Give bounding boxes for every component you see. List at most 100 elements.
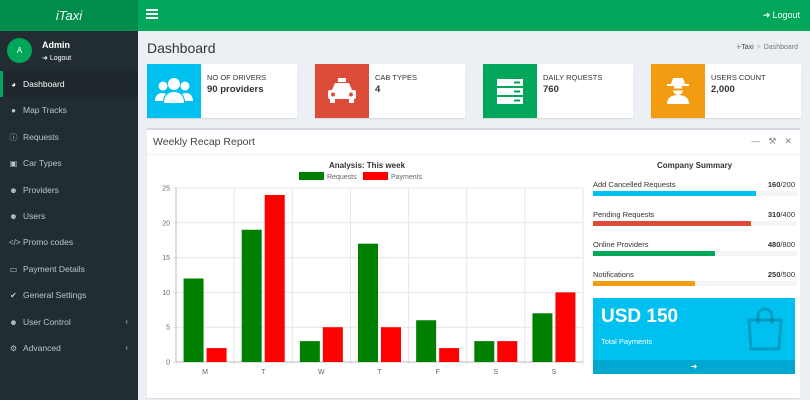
- y-tick-label: 0: [166, 360, 170, 367]
- legend-swatch: [363, 172, 388, 180]
- user-logout-link[interactable]: ➜ Logout: [42, 55, 72, 62]
- sidebar-item-label: Requests: [23, 131, 59, 142]
- top-logout-label: Logout: [772, 10, 800, 20]
- progress-label: Pending Requests: [593, 210, 655, 219]
- user-name: Admin: [42, 40, 70, 50]
- credit-card-icon: ▭: [9, 264, 18, 274]
- sidebar-item-label: Promo codes: [23, 237, 74, 248]
- y-tick-label: 20: [162, 220, 170, 227]
- progress-bar: [593, 221, 752, 226]
- minus-icon[interactable]: —: [751, 136, 761, 146]
- progress-number: 310/400: [767, 210, 795, 219]
- sidebar-item-payment-details[interactable]: ▭ Payment Details: [0, 256, 138, 282]
- breadcrumb: i-Taxi > Dashboard: [737, 44, 798, 51]
- legend-swatch: [299, 172, 324, 180]
- info-box-label: DAILY RQUESTS: [543, 73, 603, 82]
- x-tick-label: T: [377, 369, 382, 376]
- info-box-label: USERS COUNT: [711, 73, 766, 82]
- progress-bar: [593, 191, 757, 196]
- info-box-users-count: USERS COUNT 2,000: [651, 64, 801, 118]
- sidebar-item-label: Car Types: [23, 158, 62, 169]
- progress-number: 250/500: [767, 270, 795, 279]
- sidebar-item-dashboard[interactable]: ◕ Dashboard: [0, 71, 138, 98]
- legend-label: Requests: [327, 174, 357, 181]
- progress-bar: [593, 281, 695, 286]
- dashboard-icon: ◕: [11, 80, 16, 89]
- bar-requests: [416, 320, 437, 362]
- bar-payments: [381, 327, 401, 362]
- y-tick-label: 5: [166, 325, 170, 332]
- progress-label: Notifications: [593, 270, 634, 279]
- bar-payments: [264, 194, 285, 362]
- sidebar-item-label: User Control: [23, 316, 71, 327]
- close-icon[interactable]: ✕: [784, 136, 792, 146]
- users-icon: [147, 64, 201, 118]
- summary-title: Company Summary: [657, 161, 733, 170]
- weekly-bar-chart: Requests Payments 0 5 10 15 20 25 M T W T F S S: [162, 172, 584, 376]
- sidebar-item-map-tracks[interactable]: ● Map Tracks: [0, 97, 138, 123]
- progress-number: 480/800: [767, 240, 795, 249]
- sidebar-item-users[interactable]: ☻ Users: [0, 203, 138, 229]
- top-navbar: ➜ Logout: [138, 0, 810, 31]
- sidebar-item-general-settings[interactable]: ✔ General Settings: [0, 282, 138, 308]
- sidebar-item-label: Users: [23, 210, 46, 221]
- users-icon: ☻: [9, 211, 18, 221]
- total-payments-box: USD 150 Total Payments ➜: [593, 298, 795, 374]
- breadcrumb-home[interactable]: i-Taxi: [737, 44, 754, 51]
- info-box-label: NO OF DRIVERS: [207, 73, 267, 82]
- info-circle-icon: ⓘ: [9, 132, 18, 142]
- bar-payments: [206, 348, 227, 362]
- x-tick-label: F: [436, 369, 440, 376]
- sidebar: A Admin ➜ Logout ◕ Dashboard ● Map Tracks …: [0, 31, 138, 400]
- sidebar-item-requests[interactable]: ⓘ Requests: [0, 124, 138, 150]
- x-tick-label: M: [202, 369, 208, 376]
- bar-requests: [241, 229, 262, 362]
- main-content: Dashboard i-Taxi > Dashboard NO OF DRIVERS…: [138, 31, 810, 400]
- bar-requests: [532, 313, 553, 362]
- breadcrumb-current: Dashboard: [763, 44, 798, 51]
- more-info-button[interactable]: ➜: [593, 360, 795, 374]
- arrow-circle-right-icon: ➜: [690, 362, 698, 371]
- user-panel: A Admin ➜ Logout: [0, 31, 138, 71]
- progress-bar: [593, 251, 716, 256]
- progress-label: Add Cancelled Requests: [593, 180, 676, 189]
- check-circle-icon: ✔: [10, 291, 17, 301]
- sidebar-item-car-types[interactable]: ▣ Car Types: [0, 150, 138, 176]
- sidebar-item-user-control[interactable]: ☻ User Control ‹: [0, 309, 138, 335]
- y-tick-label: 10: [162, 290, 170, 297]
- app-logo[interactable]: iTaxi: [0, 0, 138, 31]
- info-box-cab-types: CAB TYPES 4: [315, 64, 465, 118]
- sidebar-item-label: Payment Details: [23, 263, 85, 274]
- sidebar-item-providers[interactable]: ☻ Providers: [0, 177, 138, 203]
- wrench-icon[interactable]: ⚒: [768, 136, 777, 146]
- map-marker-icon: ●: [11, 106, 16, 116]
- car-icon: ▣: [9, 159, 18, 169]
- code-icon: </>: [9, 238, 21, 248]
- progress-number: 160/200: [767, 180, 795, 189]
- user-secret-icon: [651, 64, 705, 118]
- shopping-bag-icon: [747, 307, 783, 351]
- bar-requests: [474, 341, 495, 362]
- chart-title: Analysis: This week: [329, 161, 406, 170]
- top-logout-button[interactable]: ➜ Logout: [763, 0, 800, 31]
- legend-label: Payments: [391, 174, 423, 181]
- sidebar-toggle-icon[interactable]: [146, 9, 158, 21]
- x-tick-label: W: [318, 369, 325, 376]
- cogs-icon: ⚙: [9, 343, 18, 353]
- bar-payments: [439, 348, 460, 362]
- server-icon: [483, 64, 537, 118]
- sidebar-item-advanced[interactable]: ⚙ Advanced ‹: [0, 335, 138, 361]
- chevron-left-icon: ‹: [125, 316, 128, 326]
- info-box-value: 2,000: [711, 84, 735, 95]
- sign-out-icon: ➜: [762, 10, 771, 20]
- bar-payments: [322, 327, 343, 362]
- user-plus-icon: ☻: [9, 185, 18, 195]
- progress-label: Online Providers: [593, 240, 649, 249]
- info-box-value: 4: [375, 84, 381, 95]
- sidebar-item-promo-codes[interactable]: </> Promo codes: [0, 229, 138, 255]
- avatar: A: [7, 38, 32, 63]
- sidebar-item-label: Providers: [23, 184, 59, 195]
- weekly-recap-box: Weekly Recap Report — ⚒ ✕ Analysis: This w…: [147, 128, 800, 398]
- bar-requests: [299, 341, 320, 362]
- x-tick-label: S: [493, 369, 498, 376]
